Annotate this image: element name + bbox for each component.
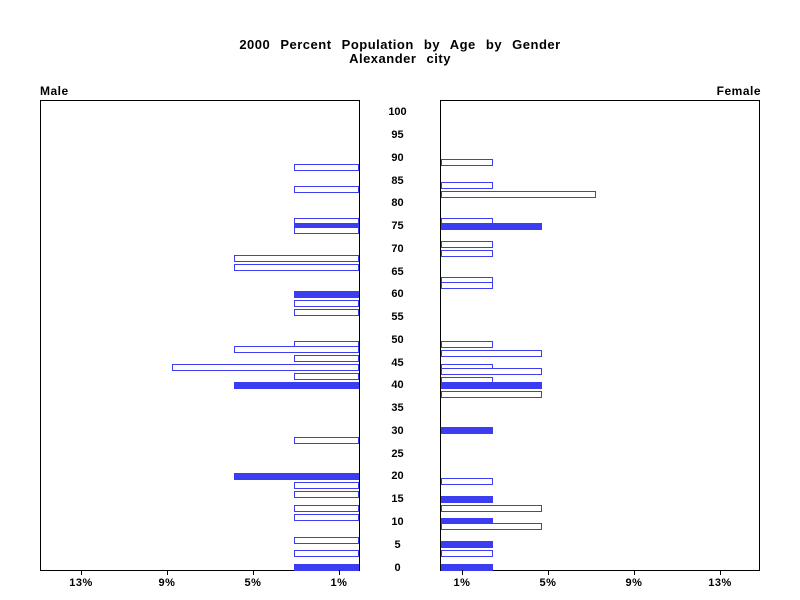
right-axis-tick-13 [720,570,721,575]
pyramid-bar-female-age-40 [441,382,542,389]
pyramid-bar-male-age-3 [294,550,359,557]
left-axis-tick-label-9: 9% [158,577,176,589]
pyramid-bar-female-age-19 [441,478,493,485]
right-axis-tick-5 [548,570,549,575]
left-axis-tick-label-13: 13% [69,577,93,589]
age-tick-label-40: 40 [391,379,404,391]
pyramid-bar-female-age-3 [441,550,493,557]
pyramid-bar-female-age-43 [441,368,542,375]
right-axis-tick-1 [462,570,463,575]
pyramid-bar-male-age-16 [294,491,359,498]
pyramid-bar-male-age-18 [294,482,359,489]
pyramid-bar-male-age-46 [294,355,359,362]
age-tick-label-80: 80 [391,197,404,209]
left-axis-tick-label-5: 5% [244,577,262,589]
age-tick-label-0: 0 [394,562,401,574]
left-axis-tick-9 [167,570,168,575]
pyramid-bar-male-age-42 [294,373,359,380]
chart-title-line2: Alexander city [349,51,451,66]
pyramid-bar-male-age-48 [234,346,359,353]
right-axis-tick-label-9: 9% [625,577,643,589]
age-tick-label-55: 55 [391,311,404,323]
age-tick-label-5: 5 [394,539,401,551]
pyramid-bar-female-age-30 [441,427,493,434]
age-tick-label-85: 85 [391,175,404,187]
pyramid-bar-male-age-74 [294,227,359,234]
left-axis-tick-label-1: 1% [330,577,348,589]
pyramid-bar-male-age-58 [294,300,359,307]
pyramid-bar-male-age-40 [234,382,359,389]
male-panel-label: Male [40,84,69,98]
pyramid-bar-female-age-49 [441,341,493,348]
pyramid-bar-male-age-0 [294,564,359,571]
age-tick-label-70: 70 [391,243,404,255]
age-tick-label-90: 90 [391,152,404,164]
left-axis-tick-5 [253,570,254,575]
age-tick-label-30: 30 [391,425,404,437]
right-axis-tick-label-5: 5% [539,577,557,589]
pyramid-bar-female-age-15 [441,496,493,503]
female-panel-label: Female [716,84,761,98]
pyramid-bar-female-age-0 [441,564,493,571]
pyramid-bar-female-age-5 [441,541,493,548]
pyramid-bar-male-age-60 [294,291,359,298]
male-panel [40,100,360,571]
left-axis-tick-13 [81,570,82,575]
pyramid-bar-male-age-66 [234,264,359,271]
pyramid-bar-male-age-6 [294,537,359,544]
pyramid-bar-female-age-84 [441,182,493,189]
age-tick-label-60: 60 [391,288,404,300]
age-tick-label-10: 10 [391,516,404,528]
pyramid-bar-male-age-11 [294,514,359,521]
pyramid-bar-female-age-38 [441,391,542,398]
pyramid-bar-female-age-71 [441,241,493,248]
age-tick-label-75: 75 [391,220,404,232]
chart-title-line1: 2000 Percent Population by Age by Gender [239,37,561,52]
age-tick-label-100: 100 [388,106,407,118]
age-tick-label-25: 25 [391,448,404,460]
right-axis-tick-9 [634,570,635,575]
age-tick-label-35: 35 [391,402,404,414]
pyramid-bar-female-age-13 [441,505,542,512]
age-tick-label-65: 65 [391,266,404,278]
pyramid-bar-female-age-69 [441,250,493,257]
pyramid-bar-male-age-44 [172,364,359,371]
right-axis-tick-label-13: 13% [708,577,732,589]
pyramid-bar-female-age-89 [441,159,493,166]
female-panel [440,100,760,571]
pyramid-bar-female-age-82 [441,191,596,198]
left-axis-tick-1 [339,570,340,575]
pyramid-bar-male-age-68 [234,255,359,262]
pyramid-bar-male-age-20 [234,473,359,480]
pyramid-bar-female-age-62 [441,282,493,289]
pyramid-bar-male-age-83 [294,186,359,193]
age-tick-label-45: 45 [391,357,404,369]
pyramid-bar-female-age-9 [441,523,542,530]
pyramid-bar-female-age-47 [441,350,542,357]
pyramid-bar-male-age-28 [294,437,359,444]
pyramid-bar-male-age-13 [294,505,359,512]
pyramid-bar-male-age-56 [294,309,359,316]
chart-title: 2000 Percent Population by Age by Gender… [0,38,800,66]
right-axis-tick-label-1: 1% [453,577,471,589]
age-tick-label-20: 20 [391,470,404,482]
age-tick-label-50: 50 [391,334,404,346]
pyramid-bar-male-age-88 [294,164,359,171]
pyramid-bar-female-age-75 [441,223,542,230]
age-tick-label-15: 15 [391,493,404,505]
age-tick-label-95: 95 [391,129,404,141]
